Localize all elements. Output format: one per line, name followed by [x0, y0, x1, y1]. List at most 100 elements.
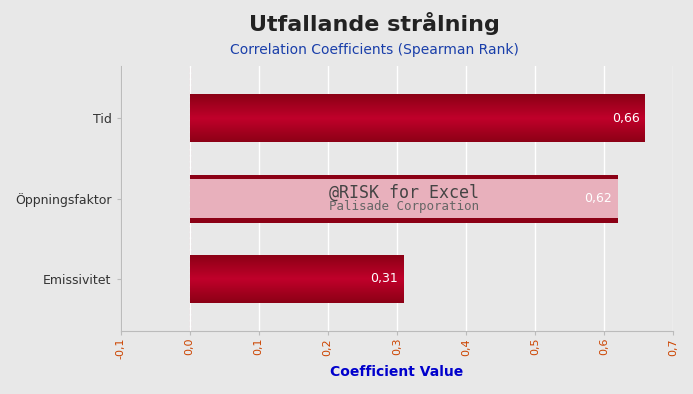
Bar — [190, 268, 403, 269]
Bar — [190, 129, 645, 130]
Bar — [190, 288, 403, 289]
Bar — [190, 257, 403, 258]
Bar — [190, 104, 645, 105]
Bar — [190, 294, 403, 295]
Bar — [190, 269, 403, 270]
Bar — [190, 136, 645, 137]
Bar — [190, 284, 403, 285]
Bar — [190, 270, 403, 271]
Bar — [190, 134, 645, 135]
Bar — [190, 119, 645, 120]
Bar — [190, 100, 645, 101]
Bar — [190, 289, 403, 290]
Bar — [190, 283, 403, 284]
Bar — [190, 280, 403, 281]
Text: @RISK for Excel: @RISK for Excel — [328, 184, 479, 202]
Bar — [190, 285, 403, 286]
Bar — [190, 272, 403, 273]
Text: Correlation Coefficients (Spearman Rank): Correlation Coefficients (Spearman Rank) — [230, 43, 518, 58]
Bar — [190, 286, 403, 287]
Bar — [190, 96, 645, 97]
Bar — [190, 130, 645, 131]
Bar — [190, 121, 645, 122]
Bar — [190, 273, 403, 274]
Bar — [190, 112, 645, 113]
Bar — [190, 293, 403, 294]
Bar — [190, 266, 403, 267]
Bar — [190, 116, 645, 117]
Bar — [190, 298, 403, 299]
Bar — [190, 263, 403, 264]
Bar — [190, 140, 645, 141]
Bar — [190, 175, 617, 179]
Bar — [190, 290, 403, 291]
Bar — [190, 127, 645, 128]
Bar — [190, 141, 645, 142]
Text: Utfallande strålning: Utfallande strålning — [249, 12, 500, 35]
Bar — [190, 107, 645, 108]
Bar — [190, 110, 645, 111]
Bar — [190, 175, 617, 223]
Bar — [190, 120, 645, 121]
Bar — [190, 255, 403, 256]
Bar — [190, 259, 403, 260]
Bar — [190, 95, 645, 96]
Bar — [190, 106, 645, 107]
Bar — [190, 301, 403, 302]
Text: 0,62: 0,62 — [584, 192, 612, 205]
Bar — [190, 128, 645, 129]
Bar — [190, 267, 403, 268]
Bar — [190, 103, 645, 104]
Bar — [190, 291, 403, 292]
Bar — [190, 295, 403, 296]
Bar — [190, 101, 645, 102]
Bar — [190, 124, 645, 125]
Bar — [190, 300, 403, 301]
Text: 0,66: 0,66 — [612, 112, 640, 125]
Bar — [190, 131, 645, 132]
Bar — [190, 97, 645, 98]
Bar — [190, 299, 403, 300]
Bar — [190, 258, 403, 259]
Bar — [190, 111, 645, 112]
Bar — [190, 287, 403, 288]
Bar — [190, 275, 403, 276]
Bar — [190, 109, 645, 110]
Bar — [190, 302, 403, 303]
Bar — [190, 264, 403, 265]
Bar — [190, 278, 403, 279]
Bar — [190, 114, 645, 115]
Bar — [190, 115, 645, 116]
Bar — [190, 296, 403, 297]
Bar — [190, 271, 403, 272]
Bar — [190, 292, 403, 293]
Bar — [190, 117, 645, 118]
Bar — [190, 282, 403, 283]
Bar — [190, 218, 617, 223]
Bar — [190, 276, 403, 277]
Bar — [190, 297, 403, 298]
Bar — [190, 122, 645, 123]
Bar — [190, 281, 403, 282]
Bar — [190, 108, 645, 109]
Text: Palisade Corporation: Palisade Corporation — [328, 200, 479, 213]
Bar — [190, 260, 403, 261]
Bar — [190, 105, 645, 106]
Bar — [190, 132, 645, 133]
Bar — [190, 99, 645, 100]
Bar — [190, 137, 645, 138]
Bar — [190, 256, 403, 257]
X-axis label: Coefficient Value: Coefficient Value — [330, 365, 464, 379]
Bar — [190, 102, 645, 103]
Bar — [190, 138, 645, 139]
Bar — [190, 279, 403, 280]
Bar — [190, 94, 645, 95]
Bar — [190, 261, 403, 262]
Text: 0,31: 0,31 — [370, 272, 398, 285]
Bar — [190, 118, 645, 119]
Bar — [190, 277, 403, 278]
Bar — [190, 139, 645, 140]
Bar — [190, 142, 645, 143]
Bar — [190, 265, 403, 266]
Bar — [190, 135, 645, 136]
